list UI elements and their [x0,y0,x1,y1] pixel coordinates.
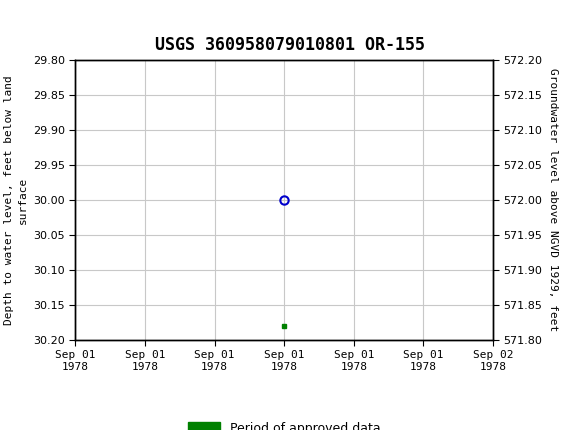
Y-axis label: Depth to water level, feet below land
surface: Depth to water level, feet below land su… [4,75,27,325]
Y-axis label: Groundwater level above NGVD 1929, feet: Groundwater level above NGVD 1929, feet [548,68,558,332]
Legend: Period of approved data: Period of approved data [183,417,385,430]
Text: USGS: USGS [39,6,95,25]
Text: USGS 360958079010801 OR-155: USGS 360958079010801 OR-155 [155,36,425,54]
